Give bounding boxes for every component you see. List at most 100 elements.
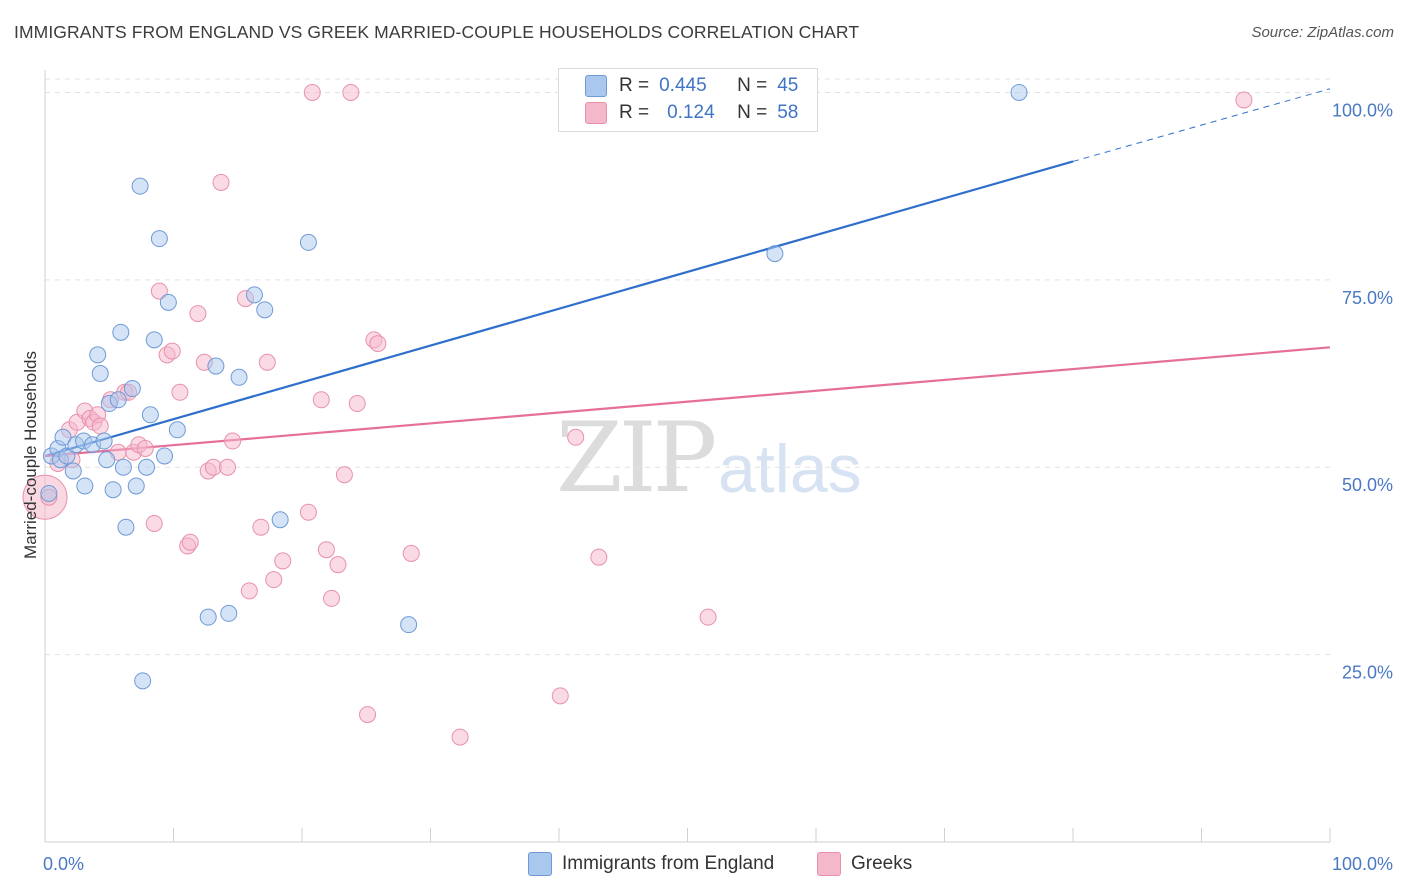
greeks-trend-line (44, 346, 1331, 458)
gridlines (45, 78, 1330, 656)
england-point (54, 428, 72, 446)
england-swatch (585, 75, 607, 97)
watermark-zip: ZIP (556, 402, 717, 514)
legend-label: Immigrants from England (562, 853, 775, 874)
greeks-point (136, 440, 154, 458)
greeks-point (323, 589, 341, 607)
greeks-point (274, 552, 292, 570)
england-point (134, 672, 152, 690)
england-point (64, 462, 82, 480)
england-point (400, 616, 418, 634)
england-point (766, 245, 784, 263)
r-value: 0.124 (667, 102, 715, 123)
england-point (98, 451, 116, 469)
greeks-point (317, 541, 335, 559)
greeks-point (218, 458, 236, 476)
greeks-point (212, 173, 230, 191)
england-swatch (528, 852, 552, 876)
greeks-point (551, 687, 569, 705)
tick-labels: 25.0% 50.0% 75.0% 100.0% 0.0% 100.0% (43, 100, 1393, 874)
stats-legend: R = 0.445 N = 45 R = 0.124 N = 58 (558, 68, 818, 132)
england-point (58, 447, 76, 465)
greeks-point (204, 458, 222, 476)
y-tick-label: 75.0% (1342, 288, 1393, 308)
greeks-point (348, 395, 366, 413)
england-point (76, 477, 94, 495)
greeks-point (567, 428, 585, 446)
axes (44, 70, 1331, 843)
series-legend: Immigrants from England Greeks (0, 852, 1406, 876)
stats-row-greeks: R = 0.124 N = 58 (585, 100, 798, 126)
england-point (89, 346, 107, 364)
england-point (299, 233, 317, 251)
greeks-point (224, 432, 242, 450)
greeks-point (181, 533, 199, 551)
greeks-point (240, 582, 258, 600)
n-value: 45 (777, 75, 799, 96)
england-point (40, 484, 58, 502)
england-point (159, 293, 177, 311)
england-point (127, 477, 145, 495)
x-tick-label: 0.0% (43, 854, 84, 874)
chart-title: IMMIGRANTS FROM ENGLAND VS GREEK MARRIED… (14, 22, 860, 42)
england-point (220, 604, 238, 622)
greeks-point (171, 383, 189, 401)
stats-row-england: R = 0.445 N = 45 (585, 73, 798, 99)
england-point (138, 458, 156, 476)
england-point (199, 608, 217, 626)
y-axis-label: Married-couple Households (21, 351, 40, 559)
england-point (112, 323, 130, 341)
england-point (145, 331, 163, 349)
england-point (256, 301, 274, 319)
greeks-point (699, 608, 717, 626)
greeks-point (402, 544, 420, 562)
y-tick-label: 100.0% (1332, 100, 1393, 120)
england-point (168, 421, 186, 439)
n-label: N = (737, 75, 768, 96)
greeks-point (312, 391, 330, 409)
greeks-point (451, 728, 469, 746)
greeks-point (91, 417, 109, 435)
england-point (156, 447, 174, 465)
greeks-point (590, 548, 608, 566)
england-point (104, 481, 122, 499)
england-point (230, 368, 248, 386)
greeks-point (299, 503, 317, 521)
trend-lines (44, 88, 1331, 458)
england-point (123, 380, 141, 398)
england-point (95, 432, 113, 450)
greeks-point (265, 571, 283, 589)
england-point (245, 286, 263, 304)
greeks-swatch (585, 102, 607, 124)
legend-item-greeks[interactable]: Greeks (817, 852, 912, 876)
england-point (1010, 83, 1028, 101)
data-points (22, 83, 1253, 746)
greeks-point (163, 342, 181, 360)
r-label: R = (619, 75, 650, 96)
legend-label: Greeks (851, 853, 913, 874)
greeks-point (369, 335, 387, 353)
greeks-point (342, 83, 360, 101)
n-value: 58 (777, 102, 799, 123)
legend-item-england[interactable]: Immigrants from England (528, 852, 774, 876)
greeks-point (303, 83, 321, 101)
y-tick-label: 50.0% (1342, 475, 1393, 495)
greeks-point (189, 305, 207, 323)
greeks-point (329, 556, 347, 574)
watermark-atlas: atlas (718, 431, 862, 507)
england-point (91, 365, 109, 383)
greeks-swatch (817, 852, 841, 876)
greeks-point (145, 514, 163, 532)
r-value: 0.445 (659, 75, 707, 96)
england-point (114, 458, 132, 476)
england-point (207, 357, 225, 375)
y-tick-label: 25.0% (1342, 663, 1393, 683)
greeks-point (150, 282, 168, 300)
greeks-point (1235, 91, 1253, 109)
england-point (109, 391, 127, 409)
greeks-point (359, 706, 377, 724)
england-point (141, 406, 159, 424)
england-point (117, 518, 135, 536)
england-trend-line (44, 160, 1074, 458)
